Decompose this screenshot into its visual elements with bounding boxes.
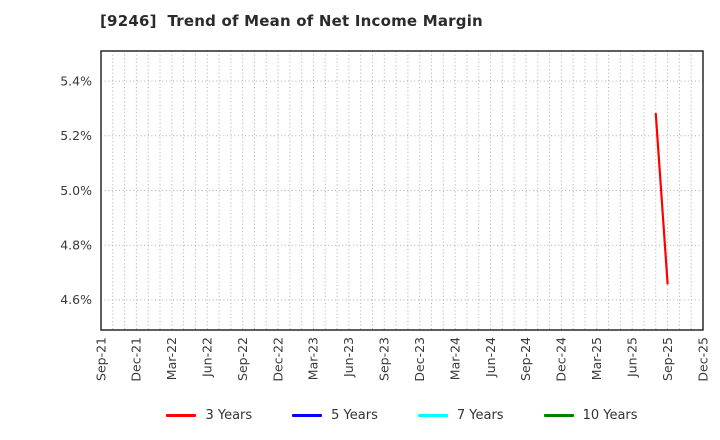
x-tick-label: Sep-21	[93, 337, 108, 381]
legend-label-5-years: 5 Years	[331, 407, 378, 423]
x-tick-label: Sep-22	[235, 337, 250, 381]
legend-label-10-years: 10 Years	[582, 407, 638, 423]
x-tick-label: Jun-25	[624, 337, 639, 378]
x-tick-label: Mar-23	[306, 337, 321, 380]
legend-item-5-years: 5 Years	[292, 408, 378, 423]
x-tick-label: Dec-25	[695, 337, 710, 382]
y-tick-label: 5.0%	[60, 183, 92, 198]
plot-border	[100, 50, 704, 331]
y-axis-tick-labels: 4.6% 4.8% 5.0% 5.2% 5.4%	[60, 73, 92, 307]
x-axis-tick-labels: Sep-21 Dec-21 Mar-22 Jun-22 Sep-22 Dec-22 Mar-…	[93, 337, 710, 382]
legend-label-3-years: 3 Years	[205, 407, 253, 423]
x-tick-label: Jun-22	[199, 337, 214, 378]
gridlines	[100, 51, 704, 330]
legend-line-swatch-5-years	[292, 413, 323, 417]
x-tick-label: Jun-24	[483, 337, 498, 378]
y-tick-label: 5.2%	[60, 128, 92, 143]
legend-line-swatch-7-years	[417, 413, 448, 417]
x-tick-label: Dec-21	[129, 337, 144, 382]
x-tick-label: Jun-23	[341, 337, 356, 378]
x-tick-label: Mar-22	[164, 337, 179, 380]
legend-item-3-years: 3 Years	[166, 408, 252, 423]
series-line-3-years	[654, 112, 669, 285]
legend-item-7-years: 7 Years	[417, 407, 504, 423]
x-tick-label: Mar-24	[447, 337, 462, 380]
x-tick-label: Sep-25	[660, 337, 675, 381]
chart-title: [9246] Trend of Mean of Net Income Margi…	[100, 12, 483, 30]
x-tick-label: Dec-24	[554, 337, 569, 382]
y-tick-label: 4.8%	[60, 237, 92, 252]
legend-item-10-years: 10 Years	[543, 407, 638, 423]
x-tick-label: Mar-25	[589, 337, 604, 380]
y-tick-label: 5.4%	[60, 73, 92, 88]
x-tick-label: Sep-24	[518, 337, 533, 381]
y-tick-label: 4.6%	[60, 292, 92, 307]
x-tick-label: Dec-23	[412, 337, 427, 382]
legend-label-7-years: 7 Years	[456, 407, 504, 423]
legend: 3 Years 5 Years 7 Years 10 Years	[101, 404, 703, 426]
legend-line-swatch-10-years	[543, 413, 574, 417]
legend-line-swatch-3-years	[166, 413, 197, 417]
x-tick-label: Sep-23	[377, 337, 392, 381]
x-tick-label: Dec-22	[270, 337, 285, 382]
